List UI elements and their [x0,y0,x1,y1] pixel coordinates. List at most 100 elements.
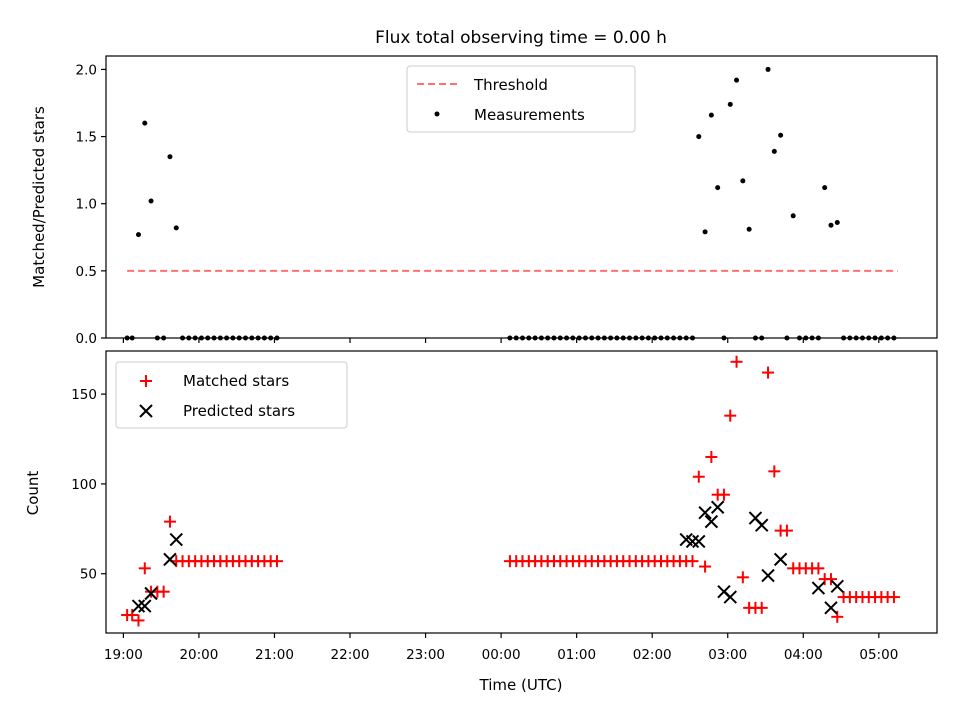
measurement-point [727,101,733,107]
top-x-tick-marks [122,338,880,343]
top-chart-title: Flux total observing time = 0.00 h [375,28,667,48]
measurement-point [765,66,771,72]
bottom-y-axis-label: Count [24,471,42,516]
measurements-legend-marker [434,111,440,117]
top-legend: Threshold Measurements [406,65,636,133]
bottom-x-tick-label: 00:00 [482,647,521,663]
matched-star-point [736,571,749,584]
matched-star-point [887,591,900,604]
measurement-point [822,185,828,191]
predicted-legend-label: Predicted stars [183,402,295,420]
predicted-star-point [131,599,146,613]
x-axis-label: Time (UTC) [479,676,563,694]
bottom-x-tick-label: 02:00 [633,647,672,663]
measurement-point [142,120,148,126]
matched-star-point [270,555,283,568]
measurement-point [148,198,154,204]
predicted-star-point [144,586,158,601]
top-y-tick-label: 0.5 [76,264,97,280]
matched-star-point [699,560,712,573]
matched-star-point [730,355,743,368]
predicted-star-point [824,601,838,615]
matched-star-point [724,409,737,422]
bottom-x-tick-label: 20:00 [179,647,218,663]
predicted-star-point [698,505,712,520]
measurements-legend-label: Measurements [474,106,585,124]
bottom-x-tick-label: 23:00 [406,647,445,663]
bottom-panel: Count Time (UTC) 50 100 150 19:00 20:00 21:0… [24,350,938,694]
bottom-x-ticks: 19:00 20:00 21:00 22:00 23:00 00:00 01:00 02:00… [104,633,898,663]
matched-star-point [768,465,781,478]
predicted-star-point [761,568,775,583]
bottom-x-tick-label: 03:00 [708,647,747,663]
predicted-legend-marker [139,404,153,418]
measurement-point [696,134,702,140]
predicted-star-point [710,500,725,514]
bottom-y-tick-label: 150 [71,387,97,403]
measurement-point [734,77,740,83]
predicted-star-point [692,534,706,549]
predicted-star-point [138,599,152,613]
predicted-star-point [704,514,719,529]
measurement-point [778,132,784,138]
predicted-star-point [163,552,177,567]
bottom-x-tick-label: 04:00 [784,647,823,663]
bottom-y-tick-label: 100 [71,477,97,493]
predicted-star-point [773,552,788,567]
matched-star-point [824,573,837,586]
top-y-tick-label: 0.0 [76,331,97,347]
top-legend-box [406,65,636,133]
matched-star-point [163,515,176,528]
matched-star-point [717,488,730,501]
predicted-star-point [830,579,844,594]
matched-star-point [780,524,793,537]
top-plot-frame [105,55,938,339]
measurement-point [740,178,746,184]
bottom-x-tick-label: 21:00 [255,647,294,663]
matched-star-point [762,366,775,379]
matched-star-point [831,610,844,623]
matched-star-point [755,601,768,614]
top-y-tick-label: 2.0 [76,62,97,78]
top-y-ticks: 0.0 0.5 1.0 1.5 2.0 [76,62,106,347]
predicted-star-point [811,581,826,595]
predicted-star-point [755,518,769,532]
top-y-tick-label: 1.5 [76,130,97,146]
bottom-plot-frame [105,350,938,634]
measurement-point [746,226,752,232]
measurement-point [702,229,708,235]
measurement-point [834,220,840,226]
predicted-star-point [685,534,700,549]
matched-legend-label: Matched stars [183,372,289,390]
measurement-point [173,225,179,231]
measurement-point [135,232,141,238]
matched-star-point [132,614,145,627]
top-y-axis-label: Matched/Predicted stars [30,106,48,288]
predicted-star-point [723,590,737,604]
predicted-stars-series [131,500,844,615]
bottom-y-tick-label: 50 [80,567,97,583]
bottom-x-tick-label: 05:00 [859,647,898,663]
matched-star-point [686,555,699,568]
measurement-point [771,148,777,154]
predicted-star-point [169,532,183,547]
matched-star-point [157,585,170,598]
bottom-legend: Matched stars Predicted stars [115,361,348,429]
bottom-legend-box [115,361,348,429]
measurement-point [790,213,796,219]
matched-star-point [692,470,705,483]
top-y-tick-label: 1.0 [76,197,97,213]
matched-star-point [705,450,718,463]
bottom-x-tick-label: 01:00 [557,647,596,663]
bottom-y-ticks: 50 100 150 [71,387,106,583]
measurement-point [708,112,714,118]
measurement-point [828,222,834,228]
threshold-legend-label: Threshold [473,76,548,94]
matched-star-point [812,562,825,575]
bottom-x-tick-label: 19:00 [104,647,143,663]
top-panel: Flux total observing time = 0.00 h Match… [30,28,938,347]
matched-stars-series [121,355,900,627]
matched-star-point [138,562,151,575]
bottom-x-tick-label: 22:00 [331,647,370,663]
